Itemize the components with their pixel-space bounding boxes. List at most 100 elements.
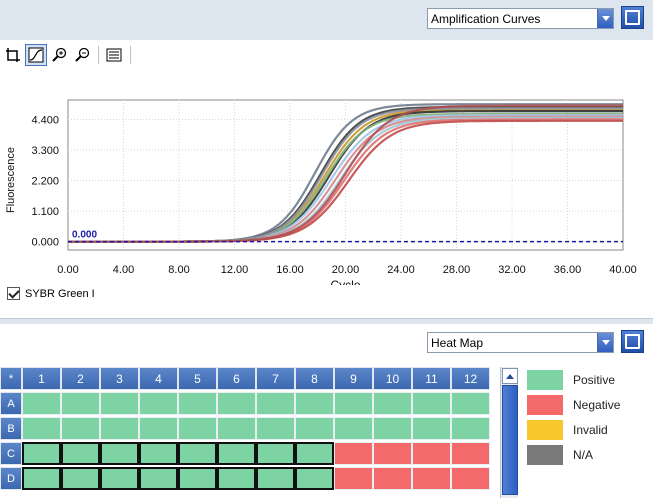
- plate-well[interactable]: [451, 442, 490, 465]
- column-header[interactable]: 7: [256, 367, 295, 390]
- column-header[interactable]: 10: [373, 367, 412, 390]
- plate-well[interactable]: [334, 442, 373, 465]
- toolbar-separator: [98, 46, 99, 64]
- plate-well[interactable]: [412, 442, 451, 465]
- zoom-out-button[interactable]: [71, 44, 93, 66]
- legend-label: Invalid: [573, 422, 608, 437]
- curve-icon: [28, 47, 44, 63]
- plate-well[interactable]: [22, 467, 61, 490]
- crop-icon: [6, 48, 20, 62]
- y-tick-label: 3.300: [31, 145, 59, 157]
- plate-well[interactable]: [256, 417, 295, 440]
- zoom-in-button[interactable]: [48, 44, 70, 66]
- plate-well[interactable]: [256, 392, 295, 415]
- column-header[interactable]: 6: [217, 367, 256, 390]
- linear-scale-button[interactable]: [25, 44, 47, 66]
- plate-well[interactable]: [412, 417, 451, 440]
- row-header[interactable]: C: [0, 442, 22, 465]
- heatmap-legend: Positive Negative Invalid N/A: [527, 367, 620, 467]
- chevron-down-icon[interactable]: [597, 333, 613, 352]
- legend-swatch: [527, 394, 563, 415]
- column-header[interactable]: 1: [22, 367, 61, 390]
- plate-well[interactable]: [334, 417, 373, 440]
- row-header[interactable]: D: [0, 467, 22, 490]
- plate-well[interactable]: [295, 417, 334, 440]
- plate-well[interactable]: [256, 442, 295, 465]
- zoom-in-icon: [52, 47, 67, 62]
- plate-well[interactable]: [22, 442, 61, 465]
- column-header[interactable]: 2: [61, 367, 100, 390]
- plate-scrollbar[interactable]: [500, 367, 518, 498]
- plate-well[interactable]: [373, 417, 412, 440]
- legend-item: Invalid: [527, 417, 620, 442]
- chevron-down-icon[interactable]: [597, 9, 613, 28]
- panel-splitter[interactable]: [0, 318, 653, 324]
- scroll-thumb[interactable]: [502, 385, 518, 495]
- plate-well[interactable]: [373, 392, 412, 415]
- toolbar-separator: [130, 46, 131, 64]
- x-tick-label: 40.00: [609, 264, 637, 276]
- plate-well[interactable]: [61, 442, 100, 465]
- plate-well[interactable]: [100, 442, 139, 465]
- row-header[interactable]: A: [0, 392, 22, 415]
- heatmap-select[interactable]: Heat Map: [427, 332, 614, 353]
- sybr-checkbox[interactable]: [7, 287, 20, 300]
- x-tick-label: 12.00: [221, 264, 249, 276]
- plate-well[interactable]: [100, 467, 139, 490]
- maximize-button[interactable]: [621, 6, 644, 29]
- plate-well[interactable]: [100, 417, 139, 440]
- plate-well[interactable]: [217, 442, 256, 465]
- x-tick-label: 32.00: [498, 264, 526, 276]
- plate-well[interactable]: [451, 467, 490, 490]
- column-header[interactable]: 4: [139, 367, 178, 390]
- plate-well[interactable]: [139, 442, 178, 465]
- plate-well[interactable]: [217, 392, 256, 415]
- amplification-chart[interactable]: 0.00 4.00 8.00 12.00 16.00 20.00 24.00 28.00 32.…: [0, 90, 653, 285]
- plate-well[interactable]: [139, 467, 178, 490]
- plate-well[interactable]: [373, 442, 412, 465]
- legend-label: Negative: [573, 397, 621, 412]
- plate-well[interactable]: [22, 392, 61, 415]
- plate-well[interactable]: [217, 467, 256, 490]
- select-mode-button[interactable]: [2, 44, 24, 66]
- plate-well[interactable]: [178, 417, 217, 440]
- plate-well[interactable]: [451, 417, 490, 440]
- plate-well[interactable]: [178, 467, 217, 490]
- plate-corner[interactable]: *: [0, 367, 22, 390]
- view-select[interactable]: Amplification Curves: [427, 8, 614, 29]
- column-header[interactable]: 12: [451, 367, 490, 390]
- plate-well[interactable]: [100, 392, 139, 415]
- plate-well[interactable]: [412, 467, 451, 490]
- plate-well[interactable]: [373, 467, 412, 490]
- plate-well[interactable]: [295, 392, 334, 415]
- plate-well[interactable]: [334, 392, 373, 415]
- plate-well[interactable]: [178, 442, 217, 465]
- plate-well[interactable]: [412, 392, 451, 415]
- plate-well[interactable]: [334, 467, 373, 490]
- plate-well[interactable]: [295, 442, 334, 465]
- plate-well[interactable]: [451, 392, 490, 415]
- column-header[interactable]: 5: [178, 367, 217, 390]
- plate-well[interactable]: [61, 467, 100, 490]
- scroll-up-icon[interactable]: [502, 368, 518, 384]
- plate-well[interactable]: [295, 467, 334, 490]
- plate-well[interactable]: [61, 417, 100, 440]
- plate-well[interactable]: [217, 417, 256, 440]
- plate-well[interactable]: [178, 392, 217, 415]
- column-header[interactable]: 8: [295, 367, 334, 390]
- legend-swatch: [527, 369, 563, 390]
- plate-well[interactable]: [139, 392, 178, 415]
- list-settings-icon: [106, 48, 122, 62]
- column-header[interactable]: 9: [334, 367, 373, 390]
- column-header[interactable]: 11: [412, 367, 451, 390]
- chart-settings-button[interactable]: [103, 44, 125, 66]
- plate-well[interactable]: [256, 467, 295, 490]
- plate-well[interactable]: [61, 392, 100, 415]
- row-header[interactable]: B: [0, 417, 22, 440]
- x-tick-label: 28.00: [443, 264, 471, 276]
- threshold-label: 0.000: [72, 230, 97, 241]
- plate-well[interactable]: [139, 417, 178, 440]
- column-header[interactable]: 3: [100, 367, 139, 390]
- plate-well[interactable]: [22, 417, 61, 440]
- maximize-button[interactable]: [621, 330, 644, 353]
